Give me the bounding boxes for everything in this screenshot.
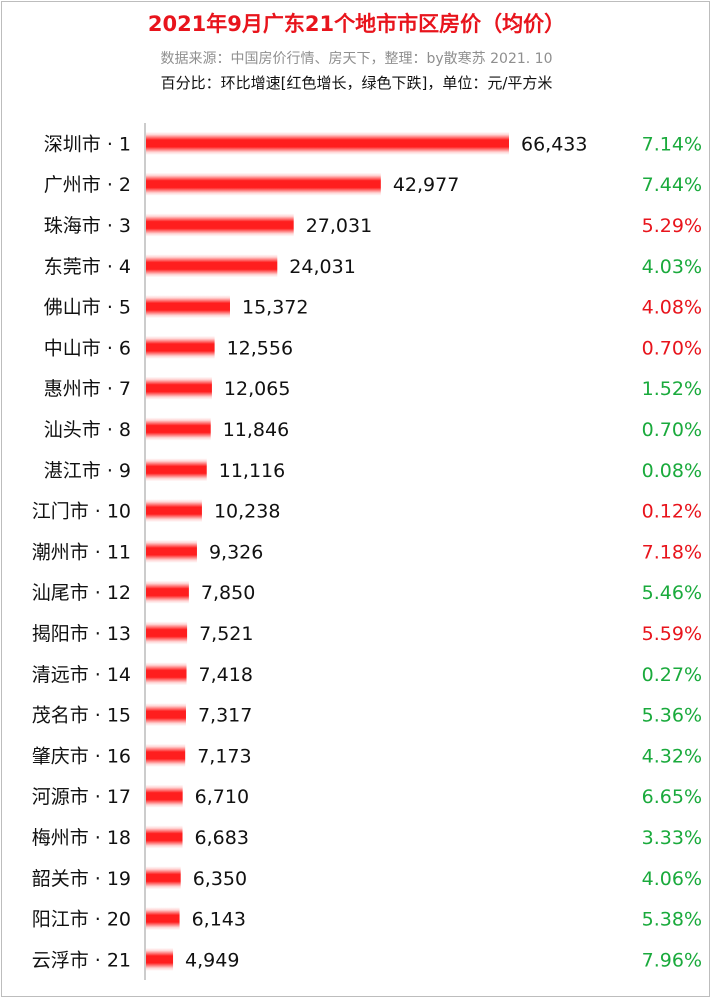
chart-title: 2021年9月广东21个地市市区房价（均价） [147,12,566,36]
category-label: 惠州市 · 7 [44,378,131,400]
change-label: 0.70% [642,419,702,441]
value-label: 27,031 [306,215,372,237]
change-label: 4.06% [642,868,702,890]
category-label: 肇庆市 · 16 [32,745,131,767]
value-label: 10,238 [214,501,280,523]
value-label: 66,433 [521,133,587,155]
change-label: 5.29% [642,215,702,237]
value-label: 7,850 [201,582,255,604]
bar [146,131,509,155]
value-label: 9,326 [209,541,263,563]
bar [146,947,174,971]
bar [146,458,207,482]
category-label: 茂名市 · 15 [32,705,131,727]
category-label: 潮州市 · 11 [32,541,131,563]
change-label: 7.44% [642,174,702,196]
bar [146,335,215,359]
category-label: 汕头市 · 8 [44,419,131,441]
bar [146,254,278,278]
category-label: 清远市 · 14 [32,664,131,686]
category-label: 珠海市 · 3 [44,215,131,237]
value-label: 6,350 [193,868,247,890]
bar [146,172,381,196]
change-label: 0.27% [642,664,702,686]
bar [146,499,202,523]
value-label: 12,065 [224,378,290,400]
value-label: 6,710 [195,786,249,808]
bar [146,376,212,400]
change-label: 3.33% [642,827,702,849]
category-label: 广州市 · 2 [44,174,131,196]
value-label: 7,173 [197,745,251,767]
value-label: 12,556 [227,337,293,359]
category-label: 河源市 · 17 [32,786,131,808]
category-label: 中山市 · 6 [44,337,131,359]
value-label: 24,031 [289,256,355,278]
change-label: 0.70% [642,337,702,359]
bar [146,743,186,767]
category-label: 东莞市 · 4 [44,256,131,278]
bar [146,295,230,319]
change-label: 5.36% [642,705,702,727]
bar [146,539,197,563]
category-label: 阳江市 · 20 [32,909,131,931]
category-label: 韶关市 · 19 [32,868,131,890]
value-label: 7,317 [198,705,252,727]
change-label: 4.03% [642,256,702,278]
bar [146,866,181,890]
value-label: 7,521 [199,623,253,645]
category-label: 深圳市 · 1 [44,133,131,155]
category-label: 江门市 · 10 [32,501,131,523]
category-label: 佛山市 · 5 [44,297,131,319]
value-label: 4,949 [185,949,239,971]
bar [146,662,187,686]
change-label: 6.65% [642,786,702,808]
change-label: 4.32% [642,745,702,767]
category-label: 汕尾市 · 12 [32,582,131,604]
bar [146,825,183,849]
change-label: 0.08% [642,460,702,482]
value-label: 6,683 [195,827,249,849]
change-label: 5.38% [642,909,702,931]
change-label: 7.96% [642,949,702,971]
chart-note: 百分比：环比增速[红色增长，绿色下跌]，单位：元/平方米 [160,74,553,92]
bar [146,703,186,727]
value-label: 11,846 [223,419,289,441]
bar [146,417,211,441]
bar [146,580,189,604]
change-label: 7.18% [642,541,702,563]
bar [146,621,188,645]
value-label: 6,143 [192,909,246,931]
category-label: 梅州市 · 18 [32,827,131,849]
change-label: 1.52% [642,378,702,400]
value-label: 15,372 [242,297,308,319]
value-label: 42,977 [393,174,459,196]
chart-subtitle: 数据来源：中国房价行情、房天下，整理：by散寒苏 2021. 10 [160,51,553,67]
change-label: 4.08% [642,297,702,319]
bar [146,213,294,237]
value-label: 7,418 [199,664,253,686]
category-label: 揭阳市 · 13 [32,623,131,645]
value-label: 11,116 [219,460,285,482]
change-label: 0.12% [642,501,702,523]
bar [146,784,183,808]
change-label: 5.59% [642,623,702,645]
category-label: 云浮市 · 21 [32,949,131,971]
bar [146,907,180,931]
change-label: 7.14% [642,133,702,155]
category-label: 湛江市 · 9 [44,460,131,482]
change-label: 5.46% [642,582,702,604]
